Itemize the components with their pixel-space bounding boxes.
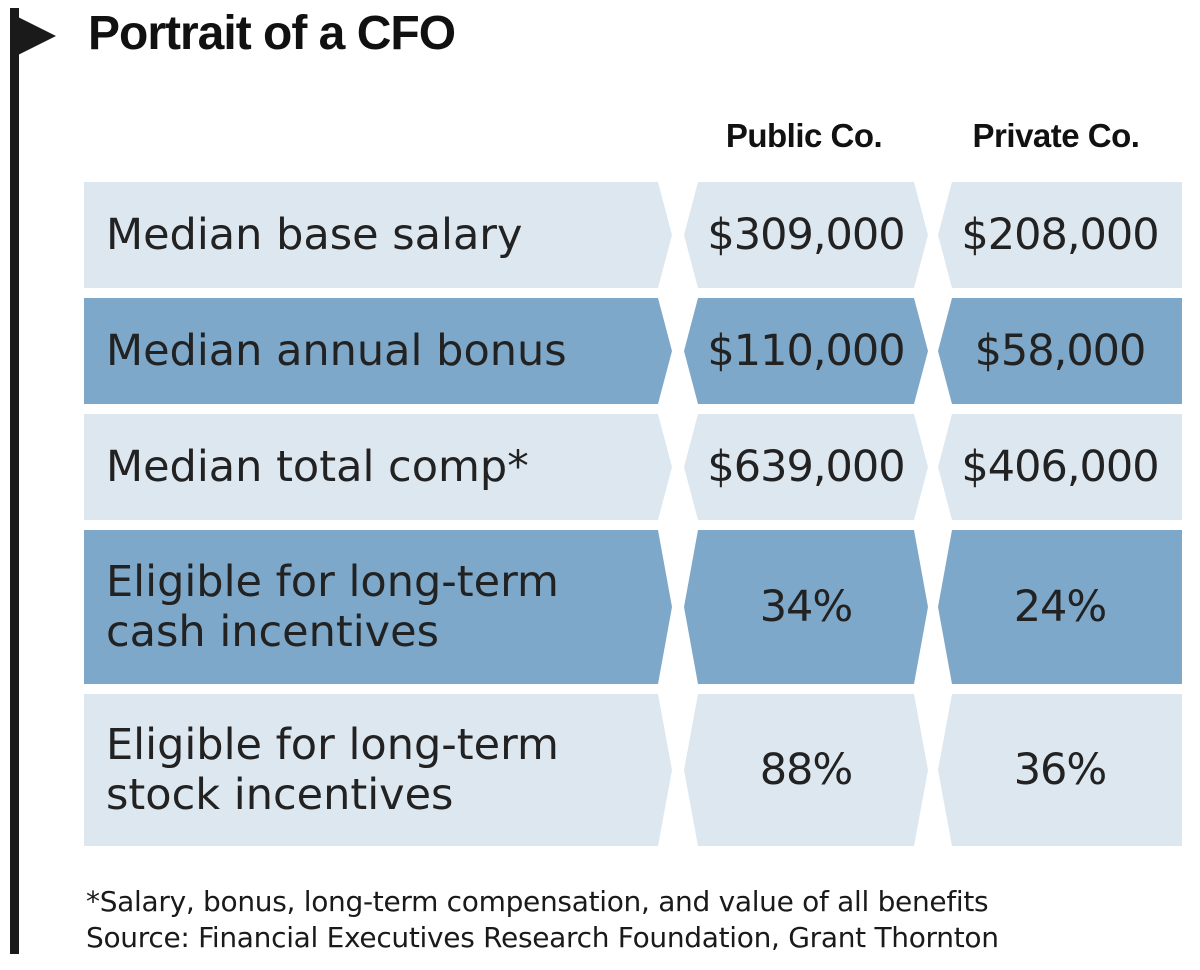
private-value: $406,000 [961,442,1159,492]
row-label-line: stock incentives [106,770,454,820]
row-label-cell [84,182,672,288]
public-value-cell [684,298,928,404]
private-value-cell [938,182,1182,288]
row-label-line: Median total comp* [106,442,529,492]
private-value-cell [938,414,1182,520]
row-label-line: Median base salary [106,210,523,260]
footnote-text: *Salary, bonus, long-term compensation, … [86,885,989,918]
public-value-cell [684,414,928,520]
private-value-cell [938,694,1182,846]
public-value-cell [684,182,928,288]
row-label-line: Median annual bonus [106,326,567,376]
column-header-public: Public Co. [725,117,883,154]
row-label-cell [84,414,672,520]
public-value-cell [684,530,928,684]
row-label: Eligible for long-term stock incentives [84,694,672,846]
column-header-private: Private Co. [972,117,1140,154]
flag-pole [10,8,19,954]
row-label-text: Median annual bonus [106,326,567,376]
private-value: $208,000 [961,210,1159,260]
public-value: 88% [759,745,854,795]
private-value: 24% [1013,582,1108,632]
private-value: $58,000 [974,326,1147,376]
row-label-text: Eligible for long-term cash incentives [106,557,559,657]
row-label: Median total comp* [84,414,672,520]
private-value-cell [938,298,1182,404]
footnote: *Salary, bonus, long-term compensation, … [86,884,999,956]
row-label: Median base salary [84,182,672,288]
public-value: $309,000 [707,210,905,260]
row-label-cell [84,530,672,684]
row-label-line: cash incentives [106,607,439,657]
private-value-cell [938,530,1182,684]
private-value: 36% [1013,745,1108,795]
flag-icon [16,16,56,56]
row-label-text: Eligible for long-term stock incentives [106,720,559,820]
row-label-text: Median base salary [106,210,522,260]
chart-title: Portrait of a CFO [88,7,456,60]
public-value-cell [684,694,928,846]
row-label-line: Eligible for long-term [106,720,559,770]
public-value: $110,000 [707,326,905,376]
row-label: Median annual bonus [84,298,672,404]
public-value: 34% [759,582,854,632]
row-label-cell [84,694,672,846]
row-label-cell [84,298,672,404]
row-label-text: Median total comp* [106,442,529,492]
public-value: $639,000 [707,442,905,492]
row-label: Eligible for long-term cash incentives [84,530,672,684]
source-text: Source: Financial Executives Research Fo… [86,921,999,954]
row-label-line: Eligible for long-term [106,557,559,607]
